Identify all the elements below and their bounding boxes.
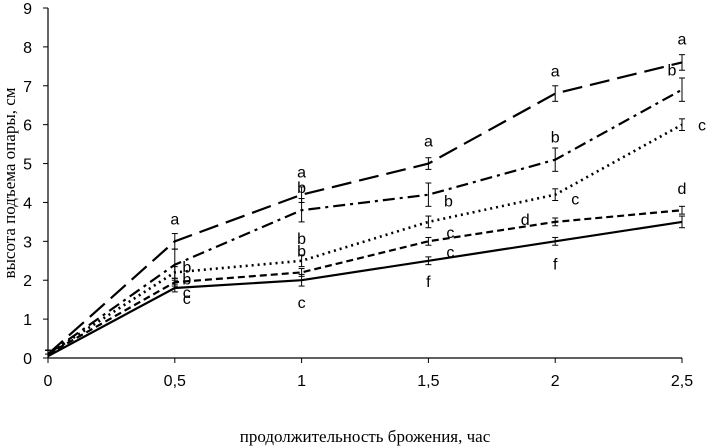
- y-tick-label: 4: [23, 195, 32, 212]
- significance-label: a: [297, 165, 306, 182]
- y-axis-title: высота подъема опары, см: [0, 87, 19, 278]
- y-tick-label: 5: [23, 157, 32, 174]
- y-tick-label: 8: [23, 40, 32, 57]
- series-line: [47, 220, 683, 358]
- significance-label: c: [298, 295, 306, 312]
- y-tick-label: 7: [23, 79, 32, 96]
- y-tick-label: 2: [23, 273, 32, 290]
- significance-label: b: [668, 63, 677, 80]
- series-group: a a a a a: [45, 31, 687, 359]
- significance-label: b: [182, 260, 191, 277]
- x-tick-label: 1: [297, 373, 306, 390]
- significance-label: c: [571, 192, 579, 209]
- series-line: [47, 61, 683, 355]
- significance-label: b: [551, 130, 560, 147]
- series-line: [47, 209, 683, 356]
- significance-label: a: [424, 134, 433, 151]
- series-group: c cff: [45, 215, 685, 359]
- significance-label: c: [183, 285, 191, 302]
- significance-label: a: [170, 211, 179, 228]
- significance-label: d: [678, 181, 687, 198]
- series-group: cb cdd: [45, 181, 687, 359]
- significance-label: b: [182, 271, 191, 288]
- significance-label: b: [297, 180, 306, 197]
- y-tick-label: 0: [23, 351, 32, 368]
- x-tick-label: 2,5: [671, 373, 693, 390]
- significance-label: b: [297, 231, 306, 248]
- x-tick-label: 0,5: [164, 373, 186, 390]
- significance-label: b: [297, 243, 306, 260]
- x-tick-label: 0: [44, 373, 53, 390]
- series-line: [47, 88, 683, 355]
- significance-label: f: [553, 256, 558, 273]
- y-tick-label: 9: [23, 1, 32, 18]
- x-tick-label: 1,5: [417, 373, 439, 390]
- significance-label: c: [183, 291, 191, 308]
- y-tick-label: 3: [23, 234, 32, 251]
- series-line: [47, 123, 683, 356]
- significance-label: c: [446, 244, 454, 261]
- significance-label: c: [446, 225, 454, 242]
- significance-label: b: [444, 194, 453, 211]
- significance-label: f: [426, 274, 431, 291]
- y-tick-label: 1: [23, 312, 32, 329]
- x-axis-title: продолжительность брожения, час: [240, 427, 491, 446]
- x-tick-label: 2: [551, 373, 560, 390]
- significance-label: d: [521, 212, 530, 229]
- axes: [47, 8, 682, 359]
- axis-ticks: 0 0,5 1 1,5 2 2,5 0 1 2 3 4 5 6 7 8 9: [23, 1, 693, 390]
- significance-label: a: [551, 64, 560, 81]
- significance-label: a: [678, 31, 687, 48]
- y-tick-label: 6: [23, 118, 32, 135]
- significance-label: c: [698, 118, 706, 135]
- series-group: bb ccc: [45, 118, 706, 359]
